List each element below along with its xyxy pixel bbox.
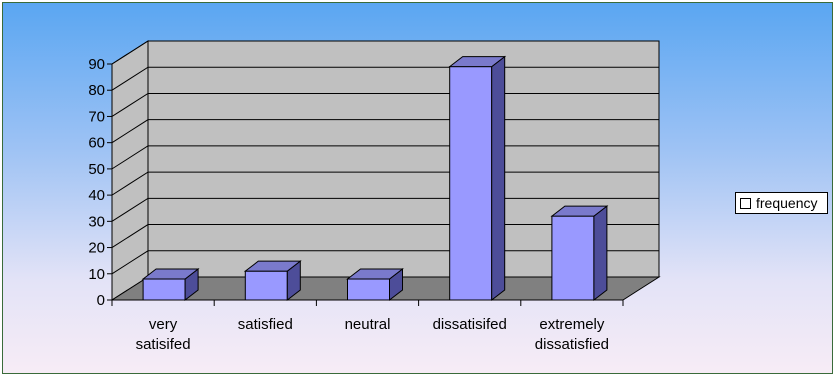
bar-side [491,55,506,302]
legend: frequency [735,192,828,214]
y-tick-label: 20 [88,240,105,257]
bar-top [141,268,200,280]
bar-front [449,66,493,301]
y-tick-label: 40 [88,187,105,204]
bar-side [593,205,608,302]
bar-top [243,260,302,272]
bar-front [244,270,288,301]
y-tick-label: 90 [88,56,105,73]
y-tick-label: 70 [88,108,105,125]
legend-label: frequency [756,195,818,211]
bar-chart: 0 10 20 30 40 50 60 70 80 90 very satisifed satisfie… [88,40,661,353]
x-tick-label: dissatisfied [535,336,609,353]
bar-front [551,215,595,301]
bar-top [448,56,507,68]
x-tick-label: very [149,316,178,333]
x-tick-label: satisifed [136,336,191,353]
gridline [111,40,659,65]
legend-swatch [740,197,751,209]
chart-side-wall [111,40,149,301]
bar-front [142,278,186,301]
x-tick-label: dissatisifed [433,316,507,333]
y-tick-label: 60 [88,135,105,152]
bar-front [347,278,390,301]
bar-top [346,268,404,280]
y-tick-label: 0 [97,292,105,309]
bar-top [550,205,609,217]
x-tick-label: satisfied [238,316,293,333]
y-tick-label: 80 [88,82,105,99]
x-tick-label: neutral [345,316,391,333]
y-tick-label: 10 [88,266,105,283]
y-tick-label: 50 [88,161,105,178]
x-tick-label: extremely [539,316,605,333]
chart-frame: 0 10 20 30 40 50 60 70 80 90 very satisifed satisfie… [2,2,833,374]
y-tick-label: 30 [88,213,105,230]
